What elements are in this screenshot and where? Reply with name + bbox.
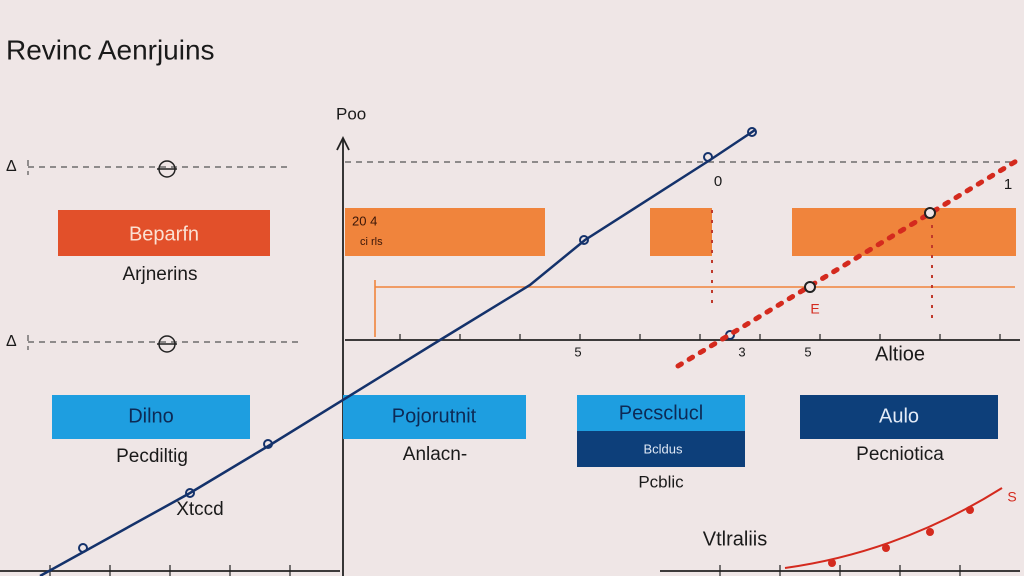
caption: ci rls — [360, 236, 383, 248]
note: E — [810, 301, 819, 317]
icon — [157, 160, 177, 353]
note: 1 — [1004, 176, 1012, 193]
box — [52, 395, 250, 439]
caption: Pecdiltig — [116, 446, 188, 467]
marker: Δ — [6, 333, 17, 350]
box-label: Aulo — [879, 405, 919, 427]
box — [650, 208, 712, 256]
box — [800, 395, 998, 439]
box-label: Beparfn — [129, 223, 199, 245]
trend-line — [39, 128, 756, 576]
title: Revinc Aenrjuins — [6, 34, 215, 65]
note: Xtccd — [176, 499, 224, 520]
note: Pcblic — [638, 472, 684, 491]
box-label: 20 4 — [352, 213, 377, 228]
bottom-label: Vtlraliis — [703, 528, 767, 550]
x-axis-label: Altioe — [875, 343, 925, 365]
marker: Δ — [6, 158, 17, 175]
box — [343, 395, 526, 439]
box — [58, 210, 270, 256]
box-label: Dilno — [128, 405, 174, 427]
tick-label: 5 — [804, 344, 811, 359]
tick-label: 3 — [738, 344, 745, 359]
caption: Pecniotica — [856, 444, 944, 465]
box-label: Pojorutnit — [392, 405, 477, 427]
points — [804, 207, 936, 293]
ticks — [49, 334, 1001, 576]
caption: Bcldus — [643, 441, 683, 456]
tick-label: 5 — [574, 344, 581, 359]
note: S — [1007, 489, 1016, 505]
red-line — [675, 157, 1021, 369]
drop-lines — [711, 210, 933, 320]
box — [345, 208, 545, 256]
orange-guide — [374, 280, 1015, 337]
axis-label: Poo — [336, 104, 366, 123]
box — [792, 208, 1016, 256]
box — [577, 431, 745, 467]
axes — [0, 135, 1020, 576]
box — [577, 395, 745, 431]
caption: Arjnerins — [123, 264, 198, 285]
caption: Anlacn- — [403, 444, 467, 465]
points — [828, 506, 974, 567]
note: 0 — [714, 173, 722, 190]
box-label: Pecsclucl — [619, 402, 703, 424]
red-curve — [784, 487, 1003, 569]
